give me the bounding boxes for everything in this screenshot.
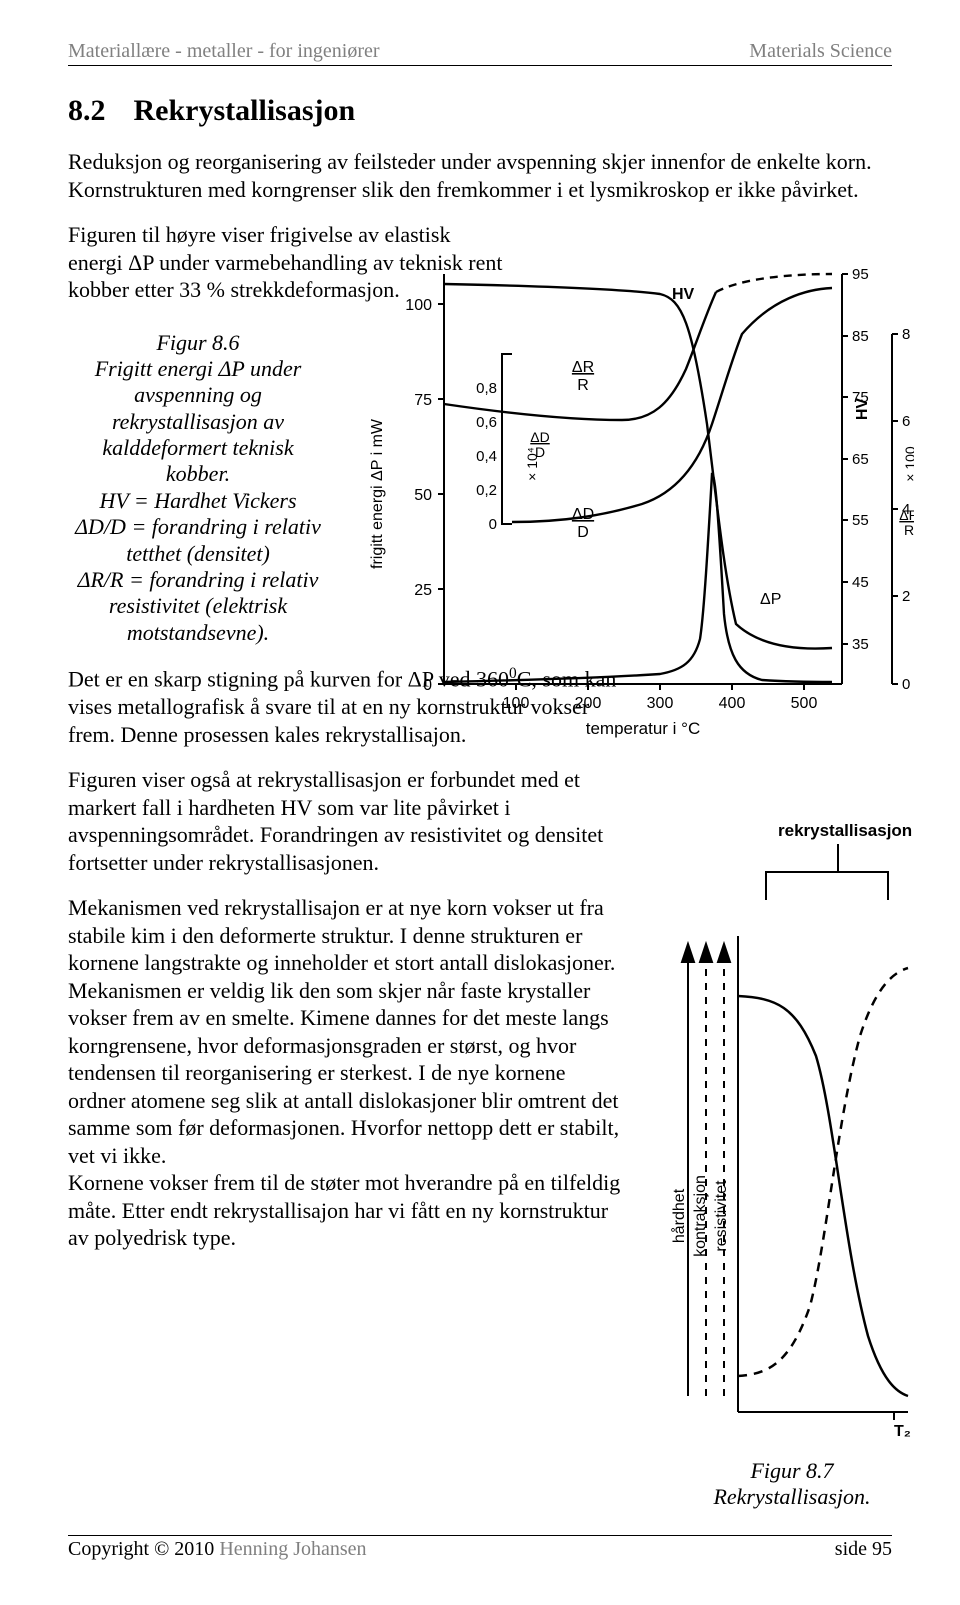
header-left: Materiallære - metaller - for ingeniører [68,40,380,63]
svg-text:ΔP: ΔP [760,591,781,608]
svg-text:2: 2 [902,588,910,605]
svg-text:T₂: T₂ [894,1423,911,1440]
svg-text:500: 500 [791,695,818,712]
figure-main-caption: Figur 8.6 Frigitt energi ΔP under avspen… [68,330,328,647]
chart-main-svg: 0 25 50 75 100 100 200 300 400 500 [362,244,914,760]
svg-text:kontraksjon: kontraksjon [692,1175,709,1257]
svg-text:55: 55 [852,512,869,529]
svg-text:35: 35 [852,636,869,653]
svg-text:200: 200 [575,695,602,712]
svg-text:D: D [577,524,589,541]
svg-text:0: 0 [902,676,910,693]
svg-text:95: 95 [852,266,869,283]
svg-text:0,2: 0,2 [476,482,497,499]
footer-left: Copyright © 2010 Henning Johansen [68,1538,367,1561]
paragraph-6: Mekanismen er veldig lik den som skjer n… [68,977,623,1170]
section-heading: 8.2 Rekrystallisasjon [68,94,892,128]
svg-text:HV: HV [672,286,695,303]
svg-text:× 100: × 100 [902,446,914,482]
footer-page: side 95 [835,1538,892,1561]
svg-text:ΔD: ΔD [530,429,549,445]
svg-text:8: 8 [902,326,910,343]
svg-text:400: 400 [719,695,746,712]
section-title-text: Rekrystallisasjon [134,94,356,127]
svg-text:100: 100 [405,297,432,314]
caption-l2: Frigitt energi ΔP under avspenning og re… [68,356,328,488]
figure-main: 0 25 50 75 100 100 200 300 400 500 [362,244,914,760]
svg-text:100: 100 [503,695,530,712]
caption-l1: Figur 8.6 [68,330,328,356]
svg-text:50: 50 [414,487,432,504]
svg-text:D: D [535,444,545,460]
caption-l3: HV = Hardhet Vickers [68,488,328,514]
svg-text:45: 45 [852,574,869,591]
header-right: Materials Science [749,40,892,63]
svg-text:0: 0 [423,677,432,694]
svg-text:HV: HV [854,398,871,421]
svg-text:0: 0 [489,516,497,533]
side-caption-l2: Rekrystallisasjon. [668,1484,916,1510]
page-footer: Copyright © 2010 Henning Johansen side 9… [68,1535,892,1561]
svg-text:ΔR: ΔR [572,359,594,376]
svg-text:6: 6 [902,413,910,430]
section-number: 8.2 [68,94,106,127]
svg-text:R: R [904,522,914,538]
svg-text:75: 75 [414,392,432,409]
svg-text:rekrystallisasjon: rekrystallisasjon [778,821,912,840]
svg-text:ΔD: ΔD [572,506,594,523]
paragraph-7: Kornene vokser frem til de støter mot hv… [68,1169,623,1252]
caption-l4: ΔD/D = forandring i relativ tetthet (den… [68,514,328,567]
svg-text:25: 25 [414,582,432,599]
svg-text:hårdhet: hårdhet [670,1188,688,1243]
page-header: Materiallære - metaller - for ingeniører… [68,40,892,66]
svg-text:0,8: 0,8 [476,380,497,397]
svg-text:0,4: 0,4 [476,448,497,465]
paragraph-4: Figuren viser også at rekrystallisasjon … [68,766,623,876]
svg-text:65: 65 [852,451,869,468]
figure-side: rekrystallisasjon [668,816,916,1456]
svg-text:R: R [577,377,589,394]
svg-text:temperatur i °C: temperatur i °C [586,719,701,738]
side-caption-l1: Figur 8.7 [668,1458,916,1484]
svg-text:resistivitet: resistivitet [713,1180,730,1252]
paragraph-5: Mekanismen ved rekrystallisajon er at ny… [68,894,623,977]
caption-l5: ΔR/R = forandring i relativ resistivitet… [68,567,328,646]
svg-text:frigitt energi ΔP i mW: frigitt energi ΔP i mW [369,418,386,569]
figure-side-caption: Figur 8.7 Rekrystallisasjon. [668,1458,916,1511]
svg-text:ΔR: ΔR [899,507,914,523]
svg-text:85: 85 [852,328,869,345]
chart-side-svg: rekrystallisasjon [668,816,916,1456]
svg-text:300: 300 [647,695,674,712]
svg-text:0,6: 0,6 [476,414,497,431]
paragraph-intro: Reduksjon og reorganisering av feilstede… [68,148,892,203]
